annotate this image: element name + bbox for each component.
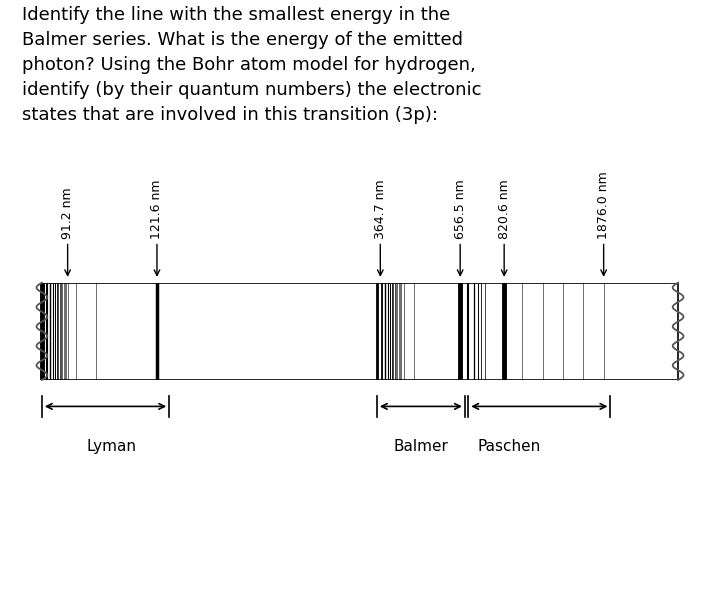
Text: 820.6 nm: 820.6 nm <box>498 179 510 239</box>
Text: 364.7 nm: 364.7 nm <box>374 179 387 239</box>
Text: 656.5 nm: 656.5 nm <box>454 179 467 239</box>
Text: 1876.0 nm: 1876.0 nm <box>597 171 610 239</box>
Text: Lyman: Lyman <box>86 439 137 454</box>
Text: 121.6 nm: 121.6 nm <box>150 179 163 239</box>
Text: 91.2 nm: 91.2 nm <box>61 187 74 239</box>
Text: Paschen: Paschen <box>477 439 541 454</box>
Text: Balmer: Balmer <box>393 439 449 454</box>
Text: Identify the line with the smallest energy in the
Balmer series. What is the ene: Identify the line with the smallest ener… <box>22 6 481 124</box>
